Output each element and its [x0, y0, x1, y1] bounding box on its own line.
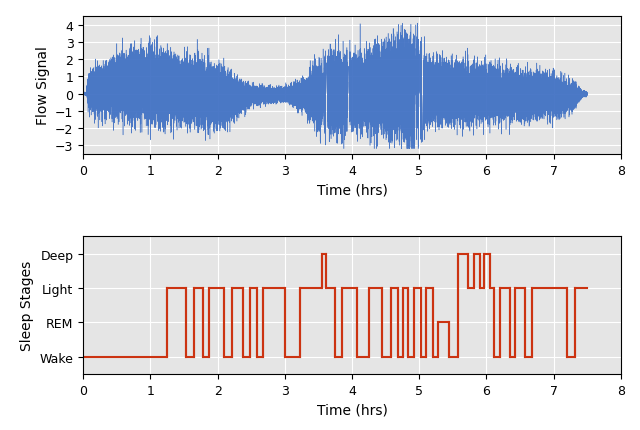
Y-axis label: Sleep Stages: Sleep Stages [20, 261, 34, 350]
Y-axis label: Flow Signal: Flow Signal [36, 46, 49, 125]
X-axis label: Time (hrs): Time (hrs) [317, 183, 387, 197]
X-axis label: Time (hrs): Time (hrs) [317, 402, 387, 416]
